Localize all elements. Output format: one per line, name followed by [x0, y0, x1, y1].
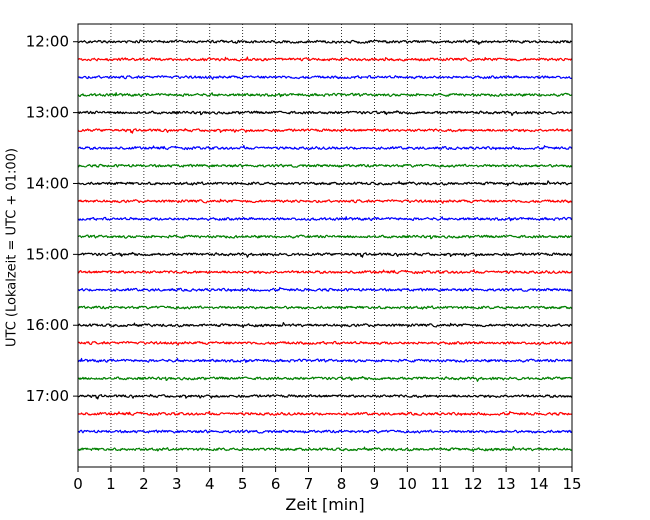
trace-1230: [77, 75, 573, 80]
trace-1515: [77, 269, 573, 275]
y-tick-label-1600: 16:00: [26, 316, 69, 334]
trace-1415: [77, 198, 573, 204]
y-tick-label-1200: 12:00: [26, 33, 69, 51]
x-tick-label-1: 1: [106, 475, 116, 493]
trace-1545: [77, 305, 573, 310]
x-tick-label-13: 13: [497, 475, 516, 493]
trace-1300: [77, 110, 573, 117]
seismic-traces: [77, 39, 573, 453]
trace-1645: [77, 375, 573, 382]
trace-1630: [77, 357, 573, 364]
x-tick-label-8: 8: [337, 475, 347, 493]
trace-1700: [77, 393, 573, 400]
x-tick-label-0: 0: [73, 475, 83, 493]
trace-1745: [77, 446, 573, 453]
x-tick-label-2: 2: [139, 475, 149, 493]
x-tick-label-5: 5: [238, 475, 248, 493]
trace-1315: [77, 128, 573, 134]
trace-1330: [77, 145, 573, 151]
x-axis-label: Zeit [min]: [285, 495, 364, 514]
trace-1245: [77, 92, 573, 98]
y-tick-label-1700: 17:00: [26, 387, 69, 405]
grid-lines: [110, 24, 540, 467]
trace-1445: [77, 234, 573, 240]
x-tick-label-12: 12: [464, 475, 483, 493]
y-tick-label-1500: 15:00: [26, 245, 69, 263]
trace-1400: [77, 180, 573, 187]
x-tick-label-11: 11: [431, 475, 450, 493]
y-tick-label-1400: 14:00: [26, 174, 69, 192]
trace-1615: [77, 340, 573, 346]
x-tick-label-14: 14: [530, 475, 549, 493]
trace-1530: [77, 286, 573, 292]
y-tick-label-1300: 13:00: [26, 104, 69, 122]
x-tick-label-7: 7: [304, 475, 314, 493]
trace-1600: [77, 322, 573, 329]
trace-1345: [77, 163, 573, 168]
x-tick-label-4: 4: [205, 475, 215, 493]
x-tick-label-9: 9: [370, 475, 380, 493]
plot-frame: [77, 23, 573, 468]
trace-1715: [77, 410, 573, 416]
y-axis-label: UTC (Lokalzeit = UTC + 01:00): [5, 148, 20, 347]
trace-1200: [77, 39, 573, 45]
x-tick-label-3: 3: [172, 475, 182, 493]
x-tick-label-10: 10: [398, 475, 417, 493]
axis-ticks: 0 1 2 3 4 5 6 7 8 9 10 11 12 13 14 1512:0013:0014:0015:…: [26, 33, 582, 493]
x-tick-label-15: 15: [562, 475, 581, 493]
x-tick-label-6: 6: [271, 475, 281, 493]
trace-1215: [77, 56, 573, 62]
trace-1500: [77, 251, 573, 258]
trace-1430: [77, 216, 573, 222]
trace-1730: [77, 429, 573, 434]
